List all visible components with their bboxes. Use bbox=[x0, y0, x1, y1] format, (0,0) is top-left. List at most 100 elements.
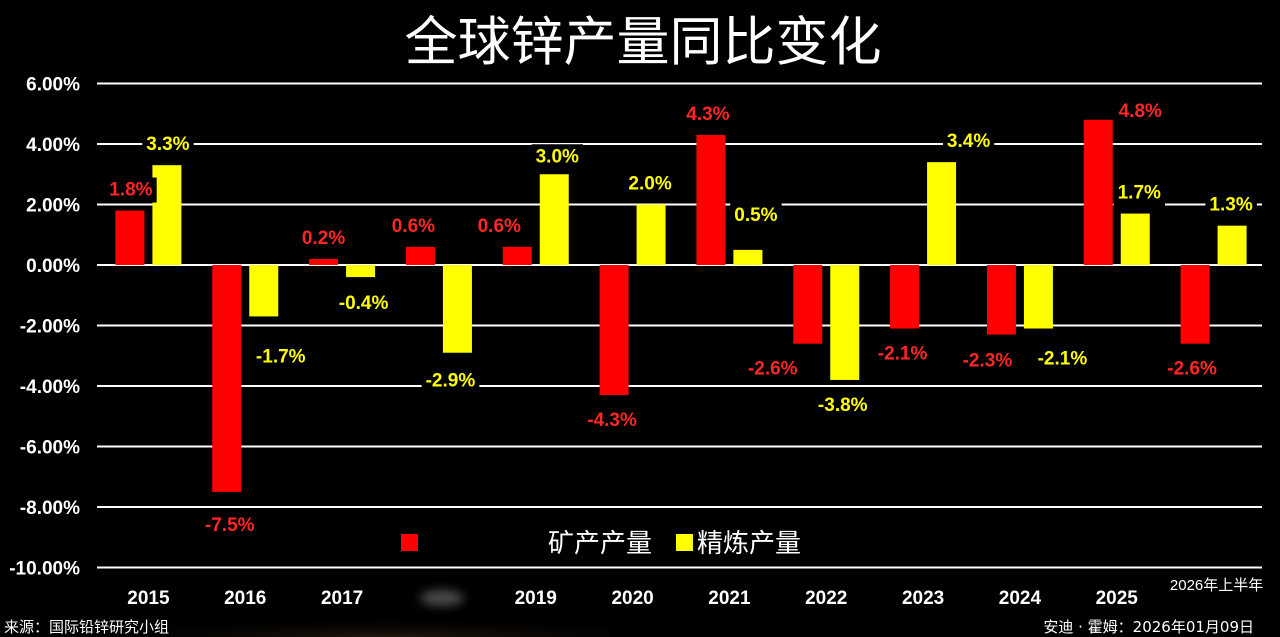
x-tick-label-2021: 2021 bbox=[708, 588, 751, 609]
bar-mine-2016 bbox=[212, 265, 242, 492]
legend-label-refined: 精炼产量 bbox=[697, 529, 801, 559]
data-label-text: 0.6% bbox=[392, 216, 435, 237]
data-label-backing bbox=[942, 129, 995, 155]
data-label-text: 3.0% bbox=[536, 146, 579, 167]
data-label-backing bbox=[1163, 356, 1222, 382]
data-label-backing bbox=[297, 225, 350, 251]
data-label-backing bbox=[473, 213, 526, 239]
legend: 矿产产量 精炼产量 bbox=[401, 529, 801, 559]
data-label-text: -4.3% bbox=[587, 410, 637, 431]
data-labels: 1.8% -7.5% 0.2% 0.6% 0.6% -4.3% 4.3% -2.6% -2.1%… bbox=[105, 98, 1257, 538]
data-label-mine-2026: -2.6% bbox=[1163, 356, 1222, 382]
bar-mine-2021 bbox=[696, 134, 726, 265]
x-tick-label-2020: 2020 bbox=[611, 588, 653, 609]
data-label-backing bbox=[813, 392, 872, 418]
bar-refined-2022 bbox=[830, 265, 860, 380]
data-label-text: -2.9% bbox=[426, 371, 476, 392]
data-label-text: 1.3% bbox=[1209, 195, 1252, 216]
data-label-backing bbox=[682, 101, 734, 127]
data-label-refined-category-4: -2.9% bbox=[421, 368, 480, 394]
data-label-text: 0.6% bbox=[478, 216, 521, 237]
bar-mine-2026 bbox=[1180, 265, 1210, 344]
data-label-refined-2022: -3.8% bbox=[813, 392, 872, 418]
y-tick-label: -8.00% bbox=[20, 498, 80, 519]
data-label-mine-2022: -2.6% bbox=[743, 356, 802, 382]
data-label-text: -1.7% bbox=[256, 346, 306, 367]
y-tick-label: -6.00% bbox=[20, 438, 80, 459]
data-label-text: 1.8% bbox=[109, 180, 152, 201]
data-label-text: 3.3% bbox=[146, 134, 189, 155]
data-label-text: -0.4% bbox=[339, 293, 389, 314]
data-label-backing bbox=[105, 177, 157, 203]
data-label-mine-2025: 4.8% bbox=[1114, 98, 1167, 124]
data-label-backing bbox=[730, 202, 782, 228]
bottom-glow-decoration bbox=[170, 612, 610, 637]
data-label-mine-2017: 0.2% bbox=[297, 225, 350, 251]
data-label-refined-2020: 2.0% bbox=[624, 171, 676, 197]
bar-mine-2022 bbox=[793, 265, 823, 344]
bar-refined-2026 bbox=[1217, 225, 1247, 265]
data-label-refined-2015: 3.3% bbox=[142, 132, 194, 158]
x-tick-label-2019: 2019 bbox=[515, 588, 557, 609]
data-label-text: -2.6% bbox=[1167, 359, 1217, 380]
bar-mine-2025 bbox=[1083, 119, 1113, 265]
x-tick-label-2023: 2023 bbox=[902, 588, 944, 609]
x-tick-label-2026: 2026年上半年 bbox=[1170, 577, 1263, 594]
data-label-mine-2020: -4.3% bbox=[583, 408, 642, 434]
source-note: 来源：国际铅锌研究小组 bbox=[4, 618, 169, 636]
data-label-mine-2021: 4.3% bbox=[682, 101, 734, 127]
data-label-text: -7.5% bbox=[205, 515, 255, 536]
y-tick-label: -4.00% bbox=[20, 377, 80, 398]
bar-refined-category-4 bbox=[442, 265, 472, 353]
data-label-refined-2024: -2.1% bbox=[1033, 346, 1092, 372]
data-label-backing bbox=[624, 171, 676, 197]
data-label-backing bbox=[958, 348, 1017, 374]
data-label-text: 1.7% bbox=[1118, 183, 1161, 204]
data-label-text: 4.8% bbox=[1119, 101, 1162, 122]
gridlines bbox=[97, 82, 1262, 569]
y-tick-label: 6.00% bbox=[26, 75, 80, 96]
data-label-text: 0.2% bbox=[302, 228, 345, 249]
data-label-backing bbox=[1033, 346, 1092, 372]
y-tick-label: 0.00% bbox=[26, 256, 80, 277]
data-label-text: -2.3% bbox=[963, 351, 1013, 372]
y-tick-label: -10.00% bbox=[9, 559, 80, 580]
data-label-refined-2017: -0.4% bbox=[334, 291, 393, 317]
data-label-text: -2.1% bbox=[878, 344, 928, 365]
data-label-refined-2026: 1.3% bbox=[1205, 192, 1257, 218]
data-label-backing bbox=[142, 132, 194, 158]
data-label-text: 3.4% bbox=[947, 131, 990, 152]
x-axis-tick-labels: 2015 2016 2017 2019 2020 2021 2022 2023 2024 2025… bbox=[127, 577, 1263, 609]
bar-mine-2017 bbox=[309, 258, 339, 265]
x-tick-label-2022: 2022 bbox=[805, 588, 847, 609]
x-tick-label-2024: 2024 bbox=[999, 588, 1042, 609]
bars bbox=[115, 119, 1247, 492]
data-label-backing bbox=[200, 512, 259, 538]
bar-refined-2017 bbox=[346, 265, 376, 278]
data-label-backing bbox=[743, 356, 802, 382]
y-tick-label: 2.00% bbox=[26, 196, 80, 217]
legend-swatch-mine bbox=[401, 534, 418, 551]
x-tick-label-2015: 2015 bbox=[127, 588, 170, 609]
bar-refined-2023 bbox=[927, 162, 957, 265]
y-tick-label: 4.00% bbox=[26, 135, 80, 156]
data-label-mine-category-4: 0.6% bbox=[387, 213, 440, 239]
y-tick-label: -2.00% bbox=[20, 317, 80, 338]
x-tick-label-2025: 2025 bbox=[1096, 588, 1139, 609]
x-tick-label-2016: 2016 bbox=[224, 588, 266, 609]
data-label-refined-2021: 0.5% bbox=[730, 202, 782, 228]
data-label-mine-2024: -2.3% bbox=[958, 348, 1017, 374]
data-label-refined-2025: 1.7% bbox=[1113, 180, 1166, 206]
data-label-refined-2016: -1.7% bbox=[251, 344, 310, 370]
data-label-backing bbox=[873, 341, 932, 367]
bar-refined-2019 bbox=[539, 174, 569, 265]
data-label-backing bbox=[421, 368, 480, 394]
data-label-backing bbox=[1205, 192, 1257, 218]
bar-mine-2019 bbox=[502, 246, 532, 265]
bar-mine-2020 bbox=[599, 265, 629, 396]
x-tick-label-2017: 2017 bbox=[321, 588, 363, 609]
legend-swatch-refined bbox=[676, 534, 693, 551]
data-label-refined-2023: 3.4% bbox=[942, 129, 995, 155]
bar-mine-2023 bbox=[890, 265, 920, 329]
